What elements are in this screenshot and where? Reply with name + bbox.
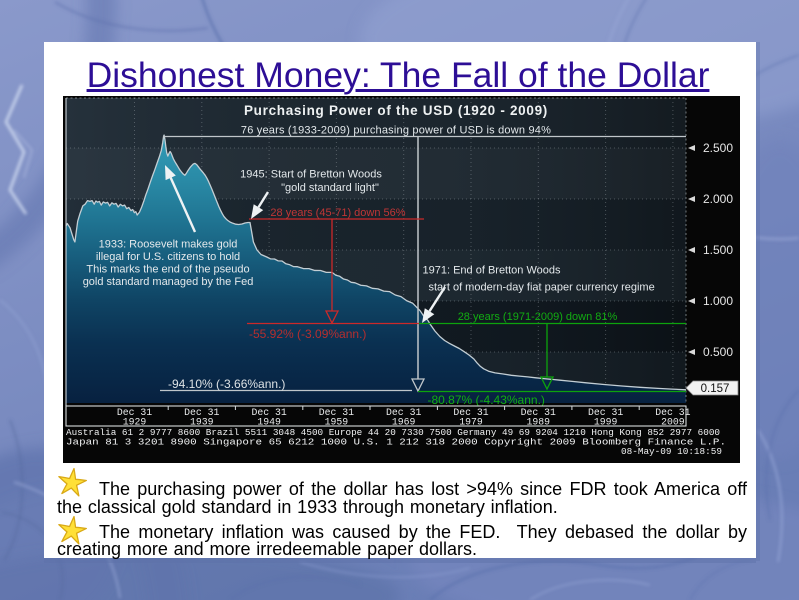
svg-text:Japan 81 3 3201 8900 Singap: Japan 81 3 3201 8900 Singapore 65 6212 1… — [66, 437, 726, 448]
svg-text:28 years (45-71) down 56%: 28 years (45-71) down 56% — [270, 207, 405, 219]
svg-text:Dec 31: Dec 31 — [588, 407, 623, 418]
svg-text:1959: 1959 — [325, 417, 349, 428]
svg-text:Dec 31: Dec 31 — [655, 407, 690, 418]
svg-text:2009: 2009 — [661, 417, 685, 428]
svg-text:08-May-09 10:18:59: 08-May-09 10:18:59 — [621, 446, 722, 457]
svg-text:-55.92% (-3.09%ann.): -55.92% (-3.09%ann.) — [249, 327, 366, 341]
svg-text:Purchasing Power of the USD (1: Purchasing Power of the USD (1920 - 2009… — [244, 103, 548, 118]
svg-text:1929: 1929 — [123, 417, 147, 428]
svg-text:Dec 31: Dec 31 — [117, 407, 152, 418]
svg-text:Dec 31: Dec 31 — [184, 407, 219, 418]
svg-text:1933: Roosevelt makes gold: 1933: Roosevelt makes gold — [99, 239, 238, 251]
svg-text:28 years (1971-2009) down 81%: 28 years (1971-2009) down 81% — [458, 311, 618, 323]
svg-text:0.500: 0.500 — [703, 345, 733, 359]
svg-text:1945: Start of Bretton Woods: 1945: Start of Bretton Woods — [240, 169, 382, 181]
svg-text:1949: 1949 — [257, 417, 281, 428]
svg-text:Dec 31: Dec 31 — [386, 407, 421, 418]
svg-text:1971: End of Bretton Woods: 1971: End of Bretton Woods — [423, 265, 561, 277]
svg-text:1939: 1939 — [190, 417, 214, 428]
svg-text:"gold standard light": "gold standard light" — [281, 182, 379, 194]
svg-text:1989: 1989 — [527, 417, 551, 428]
svg-text:illegal for U.S. citizens to h: illegal for U.S. citizens to hold — [96, 251, 240, 263]
svg-text:This marks the end of the pseu: This marks the end of the pseudo — [86, 264, 249, 276]
svg-text:1.500: 1.500 — [703, 243, 733, 257]
svg-text:1979: 1979 — [459, 417, 483, 428]
svg-text:1999: 1999 — [594, 417, 618, 428]
svg-text:Dec 31: Dec 31 — [319, 407, 354, 418]
svg-text:0.157: 0.157 — [701, 383, 730, 395]
svg-text:1.000: 1.000 — [703, 294, 733, 308]
svg-text:-80.87% (-4.43%ann.): -80.87% (-4.43%ann.) — [428, 393, 545, 407]
svg-text:Dec 31: Dec 31 — [251, 407, 286, 418]
svg-text:2.500: 2.500 — [703, 141, 733, 155]
svg-text:1969: 1969 — [392, 417, 416, 428]
svg-text:Dec 31: Dec 31 — [453, 407, 488, 418]
svg-text:-94.10% (-3.66%ann.): -94.10% (-3.66%ann.) — [168, 377, 285, 391]
svg-text:start of modern-day fiat paper: start of modern-day fiat paper currency … — [429, 282, 655, 294]
svg-text:gold standard managed by the F: gold standard managed by the Fed — [83, 276, 254, 288]
svg-text:Australia 61 2 9777 8600 Brazi: Australia 61 2 9777 8600 Brazil 5511 304… — [66, 427, 720, 438]
svg-text:2.000: 2.000 — [703, 192, 733, 206]
svg-text:76 years (1933-2009) purchasin: 76 years (1933-2009) purchasing power of… — [241, 125, 551, 137]
svg-text:Dec 31: Dec 31 — [521, 407, 556, 418]
